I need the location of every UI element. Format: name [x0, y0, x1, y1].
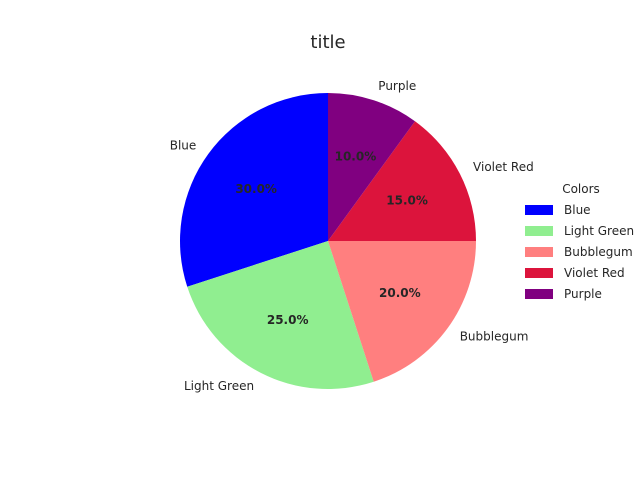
percent-label-bubblegum: 20.0% [379, 286, 421, 300]
legend-label-purple: Purple [564, 287, 602, 301]
legend-swatch-light-green [525, 226, 553, 236]
legend-label-bubblegum: Bubblegum [564, 245, 633, 259]
pie-slice-bubblegum [328, 241, 476, 382]
pie-slices [180, 93, 476, 390]
pie-slice-light-green [187, 241, 374, 390]
slice-labels: Blue Light Green Bubblegum Violet Red Purple [170, 79, 534, 393]
slice-label-bubblegum: Bubblegum [460, 330, 529, 344]
slice-label-light-green: Light Green [184, 379, 254, 393]
percent-label-light-green: 25.0% [267, 313, 309, 327]
pie-slice-violet-red [328, 121, 476, 241]
percent-label-purple: 10.0% [335, 150, 377, 164]
legend-swatch-violet-red [525, 268, 553, 278]
pie-slice-purple [328, 93, 415, 241]
percent-labels: 30.0% 25.0% 20.0% 15.0% 10.0% [235, 150, 428, 328]
legend: Colors Blue Light Green Bubblegum Violet Re… [525, 182, 634, 301]
chart-title: title [310, 32, 345, 53]
legend-label-light-green: Light Green [564, 224, 634, 238]
legend-swatch-blue [525, 205, 553, 215]
legend-label-violet-red: Violet Red [564, 266, 625, 280]
slice-label-violet-red: Violet Red [473, 160, 534, 174]
slice-label-blue: Blue [170, 138, 197, 152]
legend-label-blue: Blue [564, 203, 591, 217]
legend-swatch-purple [525, 289, 553, 299]
legend-swatch-bubblegum [525, 247, 553, 257]
percent-label-blue: 30.0% [235, 182, 277, 196]
legend-title: Colors [562, 182, 600, 196]
pie-slice-blue [180, 93, 328, 287]
slice-label-purple: Purple [378, 79, 416, 93]
percent-label-violet-red: 15.0% [386, 194, 428, 208]
